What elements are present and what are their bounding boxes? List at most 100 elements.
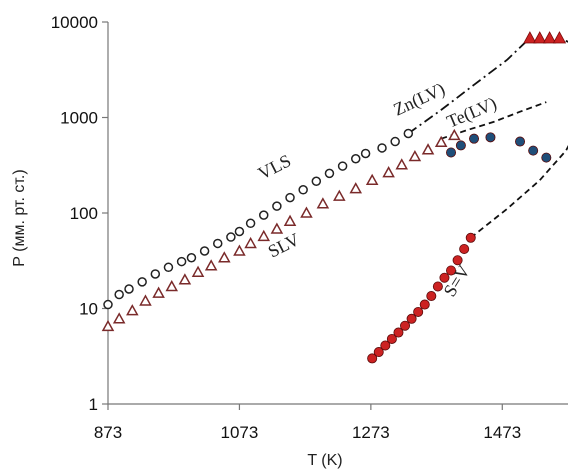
data-point (542, 31, 557, 44)
data-point (419, 299, 430, 310)
axes: 1 10 100 1000 10000 873 1073 1273 1473 (51, 13, 568, 442)
annotation-zn: Zn(LV) (390, 79, 448, 121)
data-point (533, 31, 547, 44)
data-point (300, 206, 313, 218)
data-point (382, 166, 395, 178)
data-point (233, 244, 246, 256)
annotation-te: Te(LV) (444, 93, 500, 133)
data-point (234, 226, 245, 237)
data-point (446, 147, 457, 158)
data-point (283, 214, 297, 226)
data-point (465, 232, 476, 243)
data-point (386, 333, 397, 344)
data-point (426, 291, 437, 302)
y-tick-label: 10 (79, 300, 98, 319)
data-point (432, 281, 443, 292)
data-point (541, 152, 552, 163)
data-point (434, 135, 448, 148)
curve-line (440, 101, 547, 140)
data-point (126, 304, 139, 316)
data-point (393, 327, 404, 338)
data-point (421, 143, 435, 155)
points (101, 31, 567, 364)
data-point (452, 255, 463, 266)
data-point (523, 31, 537, 44)
data-point (137, 277, 147, 287)
data-point (469, 133, 480, 144)
data-point (226, 232, 236, 242)
data-point (333, 189, 346, 201)
data-point (485, 132, 496, 143)
data-point (163, 262, 174, 273)
data-point (448, 128, 461, 141)
data-point (459, 243, 470, 254)
data-point (377, 143, 387, 153)
data-point (311, 176, 322, 187)
data-point (298, 185, 308, 195)
data-point (406, 313, 417, 324)
x-tick-label: 873 (94, 423, 122, 442)
data-point (218, 251, 231, 263)
x-tick-label: 1273 (352, 423, 390, 442)
data-point (365, 173, 379, 186)
data-point (380, 340, 391, 351)
y-tick-label: 10000 (51, 13, 98, 32)
data-point (114, 289, 124, 300)
data-point (272, 201, 282, 211)
data-point (528, 145, 539, 156)
data-point (439, 272, 450, 283)
data-point (258, 210, 269, 220)
data-point (152, 286, 165, 298)
data-point (360, 148, 371, 159)
data-point (165, 279, 179, 292)
data-point (150, 269, 161, 279)
data-point (139, 294, 152, 306)
data-point (324, 168, 335, 179)
data-point (199, 246, 210, 256)
data-point (112, 312, 126, 324)
data-point (212, 238, 223, 249)
y-tick-label: 1 (89, 395, 98, 414)
data-point (403, 128, 414, 139)
data-point (373, 347, 384, 358)
data-point (349, 182, 363, 194)
data-point (552, 31, 567, 44)
y-tick-label: 1000 (60, 109, 98, 128)
data-point (191, 265, 205, 277)
annotation-vls: VLS (255, 150, 294, 183)
data-point (413, 306, 424, 317)
data-point (101, 319, 115, 332)
data-point (204, 259, 218, 271)
curve-line (407, 37, 531, 135)
data-point (176, 256, 187, 267)
data-point (103, 299, 113, 310)
data-point (285, 192, 295, 203)
curve-line (470, 37, 568, 239)
x-tick-label: 1073 (221, 423, 259, 442)
annotation-sv: S=V (439, 261, 474, 300)
x-axis-title: T (K) (307, 452, 342, 469)
data-point (446, 265, 457, 276)
y-tick-label: 100 (70, 204, 98, 223)
y-axis-title: P (мм. рт. ст.) (11, 169, 28, 266)
data-point (337, 161, 348, 171)
data-point (178, 273, 192, 285)
data-point (186, 252, 197, 263)
data-point (124, 284, 134, 294)
data-point (316, 197, 330, 209)
curves (407, 37, 568, 239)
data-point (245, 218, 256, 229)
annotation-slv: SLV (265, 229, 303, 262)
data-point (270, 222, 284, 234)
data-point (408, 150, 422, 162)
data-point (395, 158, 409, 170)
data-point (367, 353, 378, 364)
data-point (400, 320, 411, 331)
data-point (350, 153, 361, 164)
data-point (390, 136, 400, 147)
data-point (455, 140, 466, 151)
data-point (244, 236, 257, 249)
data-point (257, 229, 271, 242)
data-point (515, 136, 526, 147)
